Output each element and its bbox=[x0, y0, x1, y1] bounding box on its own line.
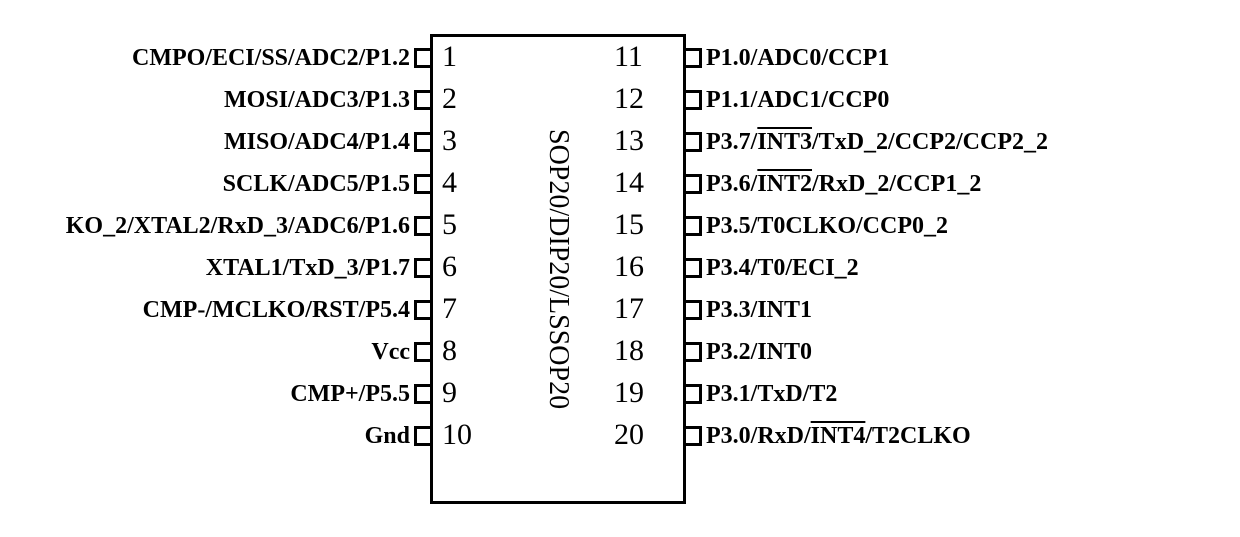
pin-number: 3 bbox=[442, 124, 457, 158]
pin-number: 12 bbox=[614, 82, 644, 116]
pin-label: P1.0/ADC0/CCP1 bbox=[706, 45, 889, 72]
pin-left-7: CMP-/MCLKO/RST/P5.4 bbox=[0, 289, 430, 331]
pin-number: 15 bbox=[614, 208, 644, 242]
pin-label: CMP+/P5.5 bbox=[290, 381, 410, 408]
pin-number: 7 bbox=[442, 292, 457, 326]
pin-number: 10 bbox=[442, 418, 472, 452]
pin-number: 9 bbox=[442, 376, 457, 410]
pin-stub bbox=[686, 90, 702, 110]
pin-right-15: P3.5/T0CLKO/CCP0_2 bbox=[686, 205, 1240, 247]
pin-right-12: P1.1/ADC1/CCP0 bbox=[686, 79, 1240, 121]
pin-left-5: KO_2/XTAL2/RxD_3/ADC6/P1.6 bbox=[0, 205, 430, 247]
pin-stub bbox=[686, 216, 702, 236]
pin-label: CMP-/MCLKO/RST/P5.4 bbox=[143, 297, 410, 324]
pin-stub bbox=[686, 426, 702, 446]
pin-stub bbox=[414, 300, 430, 320]
pin-number: 6 bbox=[442, 250, 457, 284]
chip-pinout-diagram: SOP20/DIP20/LSSOP20 CMPO/ECI/SS/ADC2/P1.… bbox=[0, 0, 1240, 537]
pin-right-17: P3.3/INT1 bbox=[686, 289, 1240, 331]
pin-stub bbox=[414, 342, 430, 362]
pin-number: 17 bbox=[614, 292, 644, 326]
pin-label: CMPO/ECI/SS/ADC2/P1.2 bbox=[132, 45, 410, 72]
pin-number: 13 bbox=[614, 124, 644, 158]
package-label: SOP20/DIP20/LSSOP20 bbox=[542, 58, 574, 480]
pin-label: KO_2/XTAL2/RxD_3/ADC6/P1.6 bbox=[66, 213, 410, 240]
pin-stub bbox=[686, 300, 702, 320]
pin-number: 11 bbox=[614, 40, 643, 74]
pin-stub bbox=[414, 384, 430, 404]
pin-label: P3.1/TxD/T2 bbox=[706, 381, 837, 408]
pin-label: P3.3/INT1 bbox=[706, 297, 812, 324]
pin-number: 8 bbox=[442, 334, 457, 368]
pin-stub bbox=[686, 132, 702, 152]
pin-number: 19 bbox=[614, 376, 644, 410]
pin-label: MOSI/ADC3/P1.3 bbox=[224, 87, 410, 114]
pin-left-1: CMPO/ECI/SS/ADC2/P1.2 bbox=[0, 37, 430, 79]
pin-label: SCLK/ADC5/P1.5 bbox=[223, 171, 410, 198]
pin-label: Vcc bbox=[371, 339, 410, 366]
pin-label: MISO/ADC4/P1.4 bbox=[224, 129, 410, 156]
pin-left-4: SCLK/ADC5/P1.5 bbox=[0, 163, 430, 205]
pin-number: 14 bbox=[614, 166, 644, 200]
pin-label: XTAL1/TxD_3/P1.7 bbox=[206, 255, 410, 282]
pin-label: P3.0/RxD/INT4/T2CLKO bbox=[706, 423, 971, 450]
pin-right-14: P3.6/INT2/RxD_2/CCP1_2 bbox=[686, 163, 1240, 205]
pin-left-3: MISO/ADC4/P1.4 bbox=[0, 121, 430, 163]
pin-left-2: MOSI/ADC3/P1.3 bbox=[0, 79, 430, 121]
pin-stub bbox=[686, 258, 702, 278]
pin-number: 5 bbox=[442, 208, 457, 242]
pin-stub bbox=[414, 174, 430, 194]
pin-label: P3.2/INT0 bbox=[706, 339, 812, 366]
pin-number: 1 bbox=[442, 40, 457, 74]
pin-number: 20 bbox=[614, 418, 644, 452]
pin-left-6: XTAL1/TxD_3/P1.7 bbox=[0, 247, 430, 289]
pin-label: P3.7/INT3/TxD_2/CCP2/CCP2_2 bbox=[706, 129, 1048, 156]
pin-label: P3.5/T0CLKO/CCP0_2 bbox=[706, 213, 948, 240]
pin-right-19: P3.1/TxD/T2 bbox=[686, 373, 1240, 415]
pin-label: P3.4/T0/ECI_2 bbox=[706, 255, 859, 282]
pin-label: P3.6/INT2/RxD_2/CCP1_2 bbox=[706, 171, 981, 198]
pin-number: 18 bbox=[614, 334, 644, 368]
pin-stub bbox=[414, 48, 430, 68]
pin-stub bbox=[686, 342, 702, 362]
pin-right-16: P3.4/T0/ECI_2 bbox=[686, 247, 1240, 289]
pin-number: 16 bbox=[614, 250, 644, 284]
pin-right-11: P1.0/ADC0/CCP1 bbox=[686, 37, 1240, 79]
pin-stub bbox=[414, 90, 430, 110]
pin-label: P1.1/ADC1/CCP0 bbox=[706, 87, 889, 114]
pin-left-9: CMP+/P5.5 bbox=[0, 373, 430, 415]
pin-right-13: P3.7/INT3/TxD_2/CCP2/CCP2_2 bbox=[686, 121, 1240, 163]
pin-stub bbox=[414, 132, 430, 152]
pin-stub bbox=[414, 216, 430, 236]
pin-right-20: P3.0/RxD/INT4/T2CLKO bbox=[686, 415, 1240, 457]
pin-number: 4 bbox=[442, 166, 457, 200]
pin-number: 2 bbox=[442, 82, 457, 116]
pin-stub bbox=[686, 48, 702, 68]
pin-label: Gnd bbox=[365, 423, 410, 450]
pin-left-10: Gnd bbox=[0, 415, 430, 457]
pin-left-8: Vcc bbox=[0, 331, 430, 373]
pin-stub bbox=[414, 258, 430, 278]
pin-right-18: P3.2/INT0 bbox=[686, 331, 1240, 373]
pin-stub bbox=[686, 174, 702, 194]
pin-stub bbox=[686, 384, 702, 404]
pin-stub bbox=[414, 426, 430, 446]
